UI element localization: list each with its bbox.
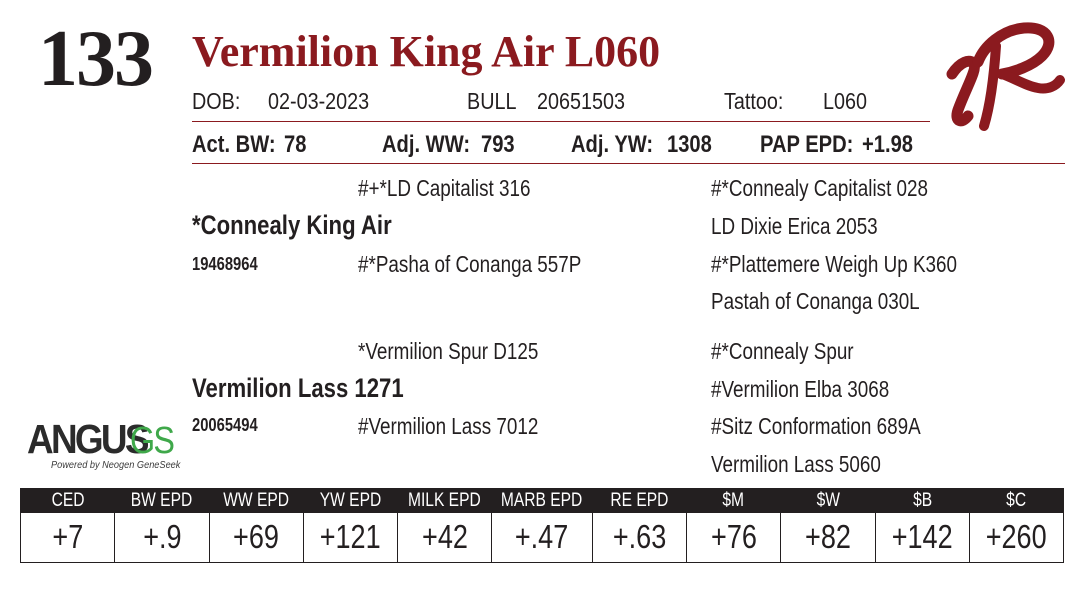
dam-sire: *Vermilion Spur D125 (358, 338, 539, 364)
sex-label: BULL (467, 88, 517, 114)
epd-column-milk: MILK EPD +42 (397, 489, 492, 562)
registration-number: 20651503 (537, 88, 626, 114)
epd-value: +.63 (612, 518, 667, 555)
tattoo-value: L060 (823, 88, 868, 114)
sire-sire-dam: LD Dixie Erica 2053 (711, 213, 878, 239)
epd-value: +82 (804, 518, 851, 555)
vermilion-brand-logo (946, 22, 1065, 131)
epd-value: +.47 (515, 518, 569, 555)
adj-ww-value: 793 (481, 131, 515, 158)
epd-header: MARB EPD (492, 489, 592, 513)
epd-column-w: $W +82 (780, 489, 875, 562)
dob-label: DOB: (192, 88, 241, 114)
epd-table: CED +7 BW EPD +.9 WW EPD +69 YW EPD +121… (20, 488, 1064, 563)
epd-header: MILK EPD (398, 489, 492, 513)
adj-yw-label: Adj. YW: (571, 131, 654, 158)
dob-value: 02-03-2023 (268, 88, 370, 114)
epd-header: $C (969, 489, 1064, 513)
angus-gs-logo: ANGUS GS Powered by Neogen GeneSeek (27, 416, 181, 478)
dam-dam-sire: #Sitz Conformation 689A (711, 413, 921, 439)
epd-column-yw: YW EPD +121 (302, 489, 398, 562)
epd-header: WW EPD (209, 489, 303, 513)
epd-value: +.9 (142, 518, 182, 555)
epd-value: +142 (891, 518, 953, 555)
sire-dam-dam: Pastah of Conanga 030L (711, 288, 920, 314)
act-bw-label: Act. BW: (192, 131, 276, 158)
epd-column-c: $C +260 (968, 489, 1064, 562)
epd-header: $W (781, 489, 875, 513)
tattoo-label: Tattoo: (724, 88, 784, 114)
dam-sire-dam: #Vermilion Elba 3068 (711, 376, 890, 402)
epd-value: +260 (985, 518, 1047, 555)
dam-dam-dam: Vermilion Lass 5060 (711, 451, 881, 477)
dam-sire-sire: #*Connealy Spur (711, 338, 854, 364)
act-bw-value: 78 (284, 131, 307, 158)
sire-name: *Connealy King Air (192, 210, 392, 240)
epd-value: +69 (233, 518, 280, 555)
dam-dam: #Vermilion Lass 7012 (358, 413, 539, 439)
epd-value: +42 (421, 518, 468, 555)
adj-yw-value: 1308 (667, 131, 712, 158)
dam-registration: 20065494 (192, 415, 258, 435)
epd-header: $B (875, 489, 969, 513)
animal-name: Vermilion King Air L060 (192, 27, 661, 76)
epd-column-re: RE EPD +.63 (591, 489, 686, 562)
epd-value: +7 (52, 518, 84, 555)
pap-value: +1.98 (862, 131, 914, 158)
epd-column-b: $B +142 (874, 489, 969, 562)
header-divider (192, 121, 930, 122)
sire-sire: #+*LD Capitalist 316 (358, 175, 531, 201)
pap-label: PAP EPD: (760, 131, 854, 158)
sire-dam-sire: #*Plattemere Weigh Up K360 (711, 251, 958, 277)
epd-header: RE EPD (592, 489, 686, 513)
epd-header: BW EPD (115, 489, 209, 513)
epd-header: $M (686, 489, 781, 513)
epd-column-marb: MARB EPD +.47 (491, 489, 592, 562)
epd-column-m: $M +76 (685, 489, 781, 562)
epd-header: CED (21, 489, 115, 513)
performance-divider (192, 163, 1065, 164)
epd-header: YW EPD (303, 489, 398, 513)
angus-logo-word: ANGUS (27, 416, 149, 462)
epd-value: +121 (320, 518, 381, 555)
sire-registration: 19468964 (192, 254, 258, 274)
adj-ww-label: Adj. WW: (382, 131, 471, 158)
lot-number: 133 (38, 15, 154, 103)
angus-logo-gs: GS (130, 420, 175, 462)
epd-column-bw: BW EPD +.9 (114, 489, 209, 562)
epd-column-ced: CED +7 (21, 489, 115, 562)
dam-name: Vermilion Lass 1271 (192, 373, 404, 403)
angus-logo-tagline: Powered by Neogen GeneSeek (51, 460, 181, 471)
epd-column-ww: WW EPD +69 (208, 489, 303, 562)
sire-sire-sire: #*Connealy Capitalist 028 (711, 175, 929, 201)
sire-dam: #*Pasha of Conanga 557P (358, 251, 582, 277)
epd-value: +76 (710, 518, 757, 555)
